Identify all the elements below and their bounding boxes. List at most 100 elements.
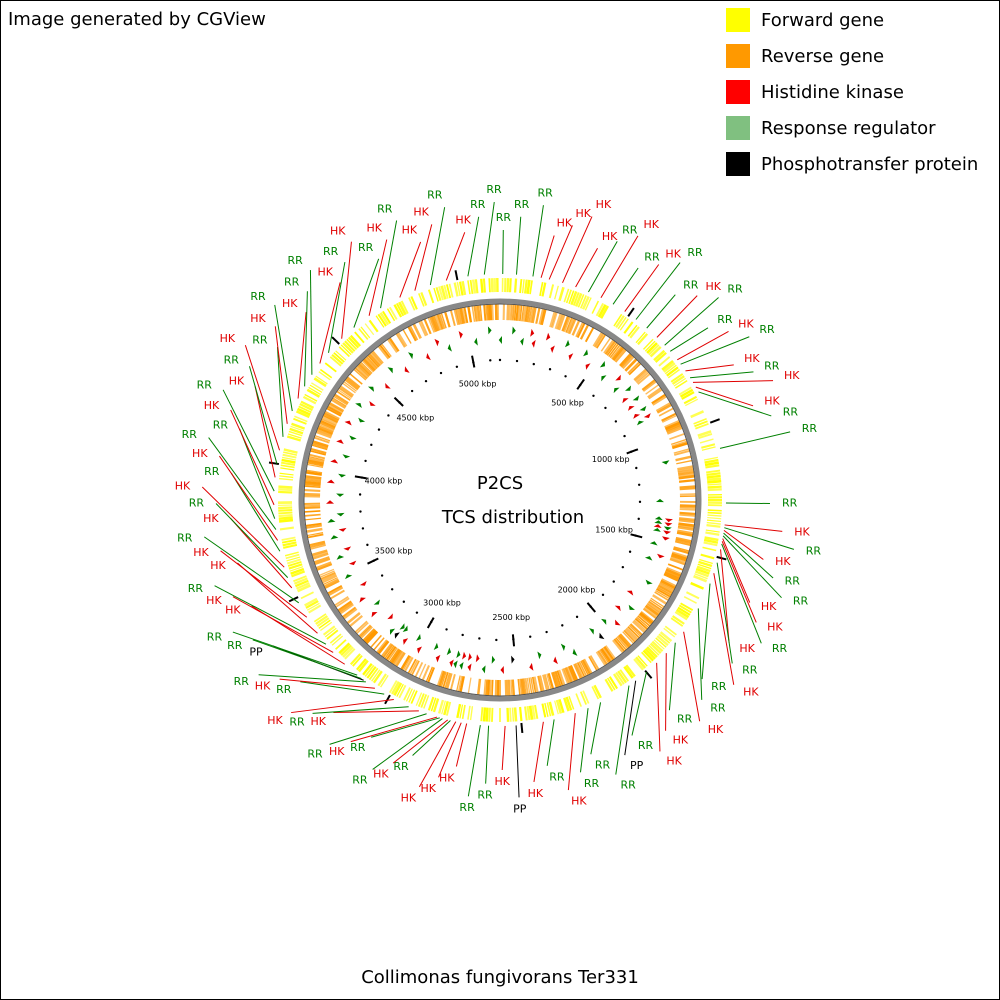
reverse-gene — [397, 332, 408, 347]
outer-tick — [268, 461, 280, 466]
reverse-gene — [616, 635, 629, 650]
reverse-gene — [477, 305, 482, 322]
feature-arrow — [462, 651, 467, 660]
reverse-gene — [309, 540, 326, 547]
feature-label: HK — [644, 218, 660, 231]
feature-label: HK — [571, 795, 587, 808]
forward-gene — [304, 393, 318, 402]
feature-arrow — [564, 339, 570, 348]
feature-label: PP — [630, 759, 644, 772]
reverse-gene — [554, 313, 562, 330]
forward-gene — [278, 516, 293, 521]
forward-gene — [700, 553, 715, 560]
forward-gene — [313, 377, 327, 388]
feature-label: HK — [203, 512, 219, 525]
feature-label: HK — [738, 317, 754, 330]
forward-gene — [331, 635, 344, 646]
forward-gene — [438, 286, 444, 301]
reverse-gene — [556, 670, 564, 687]
forward-gene — [281, 536, 296, 541]
feature-arrow — [475, 654, 480, 663]
tick-label: 1500 kbp — [595, 525, 633, 534]
feature-label: RR — [785, 574, 801, 587]
reverse-gene — [564, 667, 573, 683]
feature-line — [546, 719, 555, 766]
feature-label: HK — [193, 546, 209, 559]
forward-gene — [278, 490, 293, 494]
minor-tick — [564, 375, 567, 378]
reverse-gene — [650, 597, 665, 608]
forward-gene — [286, 435, 302, 442]
reverse-gene — [324, 410, 340, 421]
forward-gene — [380, 674, 389, 688]
reverse-gene — [623, 629, 636, 643]
reverse-gene — [304, 506, 321, 510]
forward-gene — [364, 323, 375, 336]
forward-gene — [288, 430, 303, 437]
reverse-gene — [506, 679, 510, 696]
forward-gene — [693, 574, 708, 583]
reverse-gene — [467, 306, 473, 323]
forward-gene — [568, 695, 575, 710]
reverse-gene — [646, 603, 661, 615]
reverse-gene — [418, 663, 427, 679]
feature-line — [533, 721, 544, 783]
reverse-gene — [664, 571, 680, 581]
forward-gene — [653, 639, 665, 650]
reverse-gene — [354, 620, 368, 633]
reverse-gene — [365, 356, 378, 369]
reverse-gene — [678, 522, 695, 528]
map-title: P2CS — [477, 473, 523, 494]
reverse-gene — [385, 646, 397, 661]
forward-gene — [697, 563, 712, 570]
reverse-gene — [491, 679, 494, 696]
forward-gene — [322, 625, 336, 636]
forward-gene — [697, 430, 712, 437]
feature-arrow — [342, 454, 351, 459]
reverse-gene — [362, 628, 376, 642]
feature-label: HK — [401, 791, 417, 804]
forward-gene — [591, 300, 600, 314]
feature-arrow — [415, 633, 421, 641]
minor-tick — [361, 527, 365, 530]
reverse-gene — [449, 310, 456, 326]
forward-gene — [297, 584, 311, 593]
reverse-gene — [659, 581, 675, 591]
reverse-gene — [319, 421, 336, 431]
forward-gene — [278, 485, 293, 489]
forward-gene — [368, 319, 379, 333]
reverse-gene — [638, 613, 652, 626]
forward-gene — [661, 359, 674, 371]
feature-label: RR — [213, 419, 229, 432]
reverse-gene — [339, 385, 355, 397]
feature-line — [624, 680, 637, 756]
reverse-gene — [461, 307, 467, 324]
reverse-gene — [537, 675, 543, 692]
forward-gene — [282, 456, 296, 461]
feature-arrow — [649, 541, 658, 546]
reverse-gene — [678, 479, 696, 483]
feature-label: RR — [224, 354, 240, 367]
reverse-gene — [436, 670, 444, 687]
reverse-gene — [678, 517, 696, 521]
reverse-gene — [387, 647, 398, 662]
feature-label: RR — [683, 279, 699, 292]
reverse-gene — [538, 675, 545, 692]
feature-line — [276, 347, 284, 437]
forward-gene — [627, 324, 638, 337]
reverse-gene — [321, 416, 338, 426]
reverse-gene — [679, 511, 696, 515]
feature-arrow — [367, 386, 375, 392]
forward-gene — [410, 690, 418, 704]
feature-arrow — [326, 500, 335, 504]
forward-gene — [427, 289, 435, 304]
feature-arrow — [530, 328, 535, 337]
forward-gene — [523, 279, 528, 294]
forward-gene — [377, 673, 387, 687]
forward-gene — [459, 704, 464, 719]
feature-line — [723, 530, 764, 560]
reverse-gene — [445, 672, 453, 690]
feature-label: RR — [323, 245, 339, 258]
reverse-gene — [318, 423, 335, 432]
feature-arrow — [615, 374, 621, 381]
